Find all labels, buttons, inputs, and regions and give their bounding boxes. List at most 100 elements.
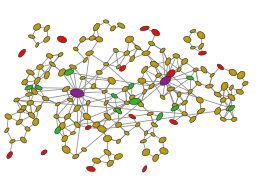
Ellipse shape — [16, 119, 23, 125]
Ellipse shape — [105, 101, 106, 104]
Ellipse shape — [28, 101, 31, 103]
Ellipse shape — [190, 116, 196, 122]
Ellipse shape — [221, 99, 224, 101]
Ellipse shape — [130, 56, 135, 62]
Ellipse shape — [105, 63, 107, 65]
Ellipse shape — [128, 83, 134, 89]
Ellipse shape — [18, 49, 26, 57]
Ellipse shape — [201, 66, 207, 73]
Ellipse shape — [122, 86, 128, 92]
Ellipse shape — [185, 38, 188, 40]
Ellipse shape — [125, 132, 127, 134]
Ellipse shape — [27, 100, 34, 105]
Ellipse shape — [119, 24, 122, 26]
Ellipse shape — [62, 146, 70, 153]
Ellipse shape — [109, 79, 113, 82]
Ellipse shape — [174, 55, 177, 56]
Ellipse shape — [115, 109, 118, 110]
Ellipse shape — [105, 115, 108, 118]
Ellipse shape — [152, 133, 154, 135]
Ellipse shape — [103, 20, 109, 23]
Ellipse shape — [71, 132, 74, 133]
Ellipse shape — [111, 94, 118, 98]
Ellipse shape — [191, 118, 194, 120]
Ellipse shape — [160, 148, 168, 154]
Ellipse shape — [119, 65, 126, 71]
Ellipse shape — [99, 127, 103, 130]
Ellipse shape — [21, 138, 24, 141]
Ellipse shape — [66, 115, 68, 117]
Ellipse shape — [147, 112, 153, 116]
Ellipse shape — [152, 29, 160, 36]
Ellipse shape — [116, 139, 121, 144]
Ellipse shape — [104, 149, 111, 155]
Ellipse shape — [25, 127, 30, 131]
Ellipse shape — [116, 155, 120, 157]
Ellipse shape — [28, 35, 35, 38]
Ellipse shape — [207, 85, 211, 87]
Ellipse shape — [59, 122, 65, 130]
Ellipse shape — [188, 89, 192, 94]
Ellipse shape — [28, 112, 35, 118]
Ellipse shape — [17, 121, 20, 123]
Ellipse shape — [198, 98, 201, 101]
Ellipse shape — [152, 124, 155, 125]
Ellipse shape — [105, 137, 109, 139]
Ellipse shape — [183, 113, 185, 114]
Ellipse shape — [55, 115, 57, 117]
Ellipse shape — [74, 105, 81, 112]
Ellipse shape — [60, 70, 63, 74]
Ellipse shape — [205, 84, 213, 88]
Ellipse shape — [59, 69, 66, 76]
Ellipse shape — [239, 73, 242, 76]
Ellipse shape — [45, 73, 47, 77]
Ellipse shape — [7, 152, 12, 159]
Ellipse shape — [37, 64, 43, 69]
Ellipse shape — [87, 101, 89, 104]
Ellipse shape — [27, 94, 30, 95]
Ellipse shape — [156, 73, 161, 77]
Ellipse shape — [96, 70, 102, 75]
Ellipse shape — [95, 25, 97, 28]
Ellipse shape — [117, 140, 119, 142]
Ellipse shape — [74, 122, 80, 128]
Ellipse shape — [57, 36, 67, 43]
Ellipse shape — [116, 122, 121, 127]
Ellipse shape — [160, 95, 165, 99]
Ellipse shape — [182, 100, 188, 105]
Ellipse shape — [169, 88, 172, 89]
Ellipse shape — [73, 154, 79, 159]
Ellipse shape — [45, 27, 47, 29]
Ellipse shape — [104, 21, 107, 22]
Ellipse shape — [197, 32, 205, 39]
Ellipse shape — [238, 90, 241, 92]
Ellipse shape — [182, 112, 187, 116]
Ellipse shape — [199, 45, 202, 47]
Ellipse shape — [74, 48, 76, 50]
Ellipse shape — [80, 76, 85, 80]
Ellipse shape — [117, 66, 119, 68]
Ellipse shape — [19, 110, 22, 111]
Ellipse shape — [80, 37, 86, 42]
Ellipse shape — [93, 122, 100, 128]
Ellipse shape — [62, 86, 70, 92]
Ellipse shape — [229, 95, 232, 98]
Ellipse shape — [215, 93, 219, 95]
Ellipse shape — [113, 48, 118, 53]
Ellipse shape — [140, 140, 146, 143]
Ellipse shape — [11, 140, 13, 142]
Ellipse shape — [151, 132, 155, 136]
Ellipse shape — [73, 47, 78, 51]
Ellipse shape — [98, 126, 106, 132]
Ellipse shape — [48, 55, 51, 57]
Ellipse shape — [124, 88, 126, 90]
Ellipse shape — [55, 127, 61, 134]
Ellipse shape — [144, 150, 147, 153]
Ellipse shape — [33, 90, 35, 93]
Ellipse shape — [143, 52, 147, 54]
Ellipse shape — [71, 66, 74, 67]
Ellipse shape — [199, 33, 202, 36]
Ellipse shape — [189, 90, 191, 93]
Ellipse shape — [159, 137, 166, 143]
Ellipse shape — [33, 24, 41, 30]
